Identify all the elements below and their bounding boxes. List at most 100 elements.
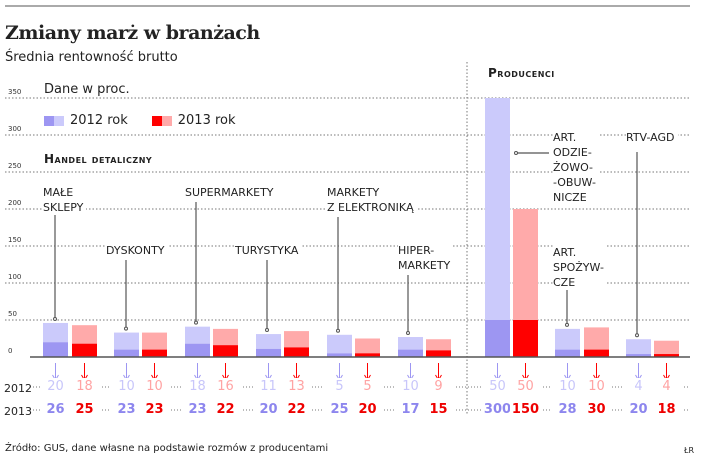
- value-label-2012: 50: [489, 379, 506, 394]
- value-bg: [210, 401, 241, 415]
- value-label-2013: 15: [429, 402, 447, 417]
- category-label: RTV-AGD: [626, 130, 678, 145]
- value-label-2013: 30: [587, 402, 605, 417]
- bar-2013-base: [355, 353, 380, 357]
- value-bg: [210, 378, 241, 392]
- bar-2012-upper: [485, 98, 510, 320]
- value-bg: [69, 378, 100, 392]
- row-label-2013: 2013: [4, 405, 32, 418]
- value-bg: [552, 378, 583, 392]
- bar-2012-base: [555, 349, 580, 357]
- value-bg: [182, 378, 213, 392]
- leader-dot: [406, 331, 410, 336]
- bar-2012-base: [256, 348, 281, 357]
- value-bg: [40, 401, 71, 415]
- value-bg: [423, 378, 454, 392]
- bar-2013-upper: [513, 209, 538, 320]
- category-label: Markety z elektroniką: [327, 185, 417, 215]
- value-label-2012: 11: [260, 379, 277, 394]
- value-bg: [139, 401, 170, 415]
- bar-2013-upper: [213, 328, 238, 346]
- value-label-2013: 18: [657, 402, 675, 417]
- legend-swatch-2013-dark: [151, 115, 162, 126]
- value-label-2012: 300: [484, 402, 511, 417]
- value-bg: [111, 401, 142, 415]
- value-label-2013: 20: [358, 402, 376, 417]
- bar-2013-upper: [654, 340, 679, 355]
- value-bg: [423, 401, 454, 415]
- value-label-2013: 10: [146, 379, 163, 394]
- value-bg: [324, 378, 355, 392]
- bar-2012-upper: [626, 339, 651, 355]
- value-bg: [623, 378, 654, 392]
- value-bg: [281, 378, 312, 392]
- value-bg: [651, 378, 682, 392]
- bar-2012-upper: [327, 334, 352, 354]
- value-label-2013: 13: [288, 379, 305, 394]
- category-label: Supermarkety: [185, 185, 277, 200]
- value-label-2013: 22: [216, 402, 234, 417]
- value-label-2012: 10: [118, 379, 135, 394]
- bar-2013-upper: [72, 325, 97, 344]
- bar-2013-base: [142, 349, 167, 357]
- bar-2012-base: [185, 343, 210, 357]
- value-bg: [510, 401, 541, 415]
- bar-2013-upper: [284, 331, 309, 348]
- value-bg: [552, 401, 583, 415]
- bar-2013-base: [513, 320, 538, 357]
- value-label-2012: 4: [634, 379, 642, 394]
- leader-dot: [194, 320, 198, 325]
- legend-label-2012: 2012 rok: [70, 113, 128, 128]
- bar-2013-base: [72, 343, 97, 357]
- y-tick-label: 300: [8, 125, 21, 133]
- bar-2013-upper: [584, 327, 609, 350]
- bar-2012-base: [398, 349, 423, 357]
- value-label-2012: 25: [330, 402, 348, 417]
- value-bg: [111, 378, 142, 392]
- value-bg: [395, 378, 426, 392]
- section-title-retail: Handel detaliczny: [44, 152, 157, 166]
- value-label-2013: 10: [588, 379, 605, 394]
- value-bg: [253, 401, 284, 415]
- bar-2012-upper: [114, 332, 139, 350]
- value-bg: [395, 401, 426, 415]
- category-label: Małe sklepy: [43, 185, 87, 215]
- value-label-2012: 20: [259, 402, 277, 417]
- category-label: Turystyka: [235, 243, 302, 258]
- leader-dot: [336, 328, 340, 333]
- value-bg: [581, 378, 612, 392]
- category-label: Art. odzie-żowo- -obuw-nicze: [553, 130, 599, 205]
- bar-2013-upper: [142, 332, 167, 350]
- category-label: Hiper-markety: [398, 243, 454, 273]
- value-label-2012: 10: [559, 379, 576, 394]
- y-tick-label: 50: [8, 310, 17, 318]
- unit-note: Dane w proc.: [44, 82, 134, 97]
- value-label-2013: 25: [75, 402, 93, 417]
- y-tick-label: 250: [8, 162, 21, 170]
- value-label-2012: 17: [401, 402, 419, 417]
- source-note: Źródło: GUS, dane własne na podstawie ro…: [5, 443, 329, 454]
- value-bg: [623, 401, 654, 415]
- legend-swatch-2013-light: [161, 115, 172, 126]
- leader-dot: [124, 326, 128, 331]
- bar-2013-base: [654, 354, 679, 357]
- y-tick-label: 0: [8, 347, 12, 355]
- value-bg: [482, 401, 513, 415]
- category-label: Dyskonty: [106, 243, 168, 258]
- bar-2012-upper: [555, 328, 580, 350]
- bar-2013-base: [584, 349, 609, 357]
- value-bg: [69, 401, 100, 415]
- bar-2012-upper: [43, 322, 68, 343]
- value-label-2012: 26: [46, 402, 64, 417]
- bar-2012-upper: [398, 337, 423, 350]
- value-bg: [482, 378, 513, 392]
- bar-2013-upper: [426, 339, 451, 351]
- value-label-2012: 18: [189, 379, 206, 394]
- leader-dot: [53, 316, 57, 321]
- legend-swatch-2012-dark: [44, 115, 54, 126]
- bar-2012-base: [43, 342, 68, 357]
- y-tick-label: 100: [8, 273, 21, 281]
- legend-label-2013: 2013 rok: [177, 113, 236, 128]
- bar-2012-base: [327, 353, 352, 357]
